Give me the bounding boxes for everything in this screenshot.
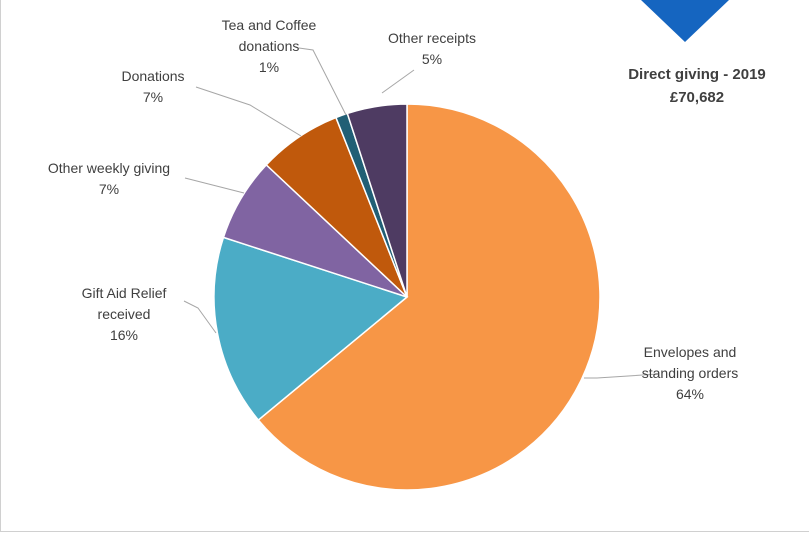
- leader-line: [196, 87, 301, 136]
- data-label: Other weekly giving 7%: [48, 160, 170, 197]
- chart-title: Direct giving - 2019: [628, 66, 766, 83]
- leader-line: [382, 70, 414, 93]
- corner-marker-shape: [641, 0, 729, 42]
- chart-subtitle: £70,682: [670, 89, 724, 106]
- data-label: Envelopes and standing orders 64%: [642, 344, 739, 402]
- data-label: Donations 7%: [121, 68, 184, 105]
- leader-line: [299, 48, 346, 115]
- pie-slices: [214, 104, 600, 490]
- leader-line: [185, 178, 244, 193]
- data-label: Other receipts 5%: [388, 30, 476, 67]
- leader-line: [184, 301, 216, 333]
- data-label: Tea and Coffee donations 1%: [222, 17, 317, 75]
- data-label: Gift Aid Relief received 16%: [82, 285, 167, 343]
